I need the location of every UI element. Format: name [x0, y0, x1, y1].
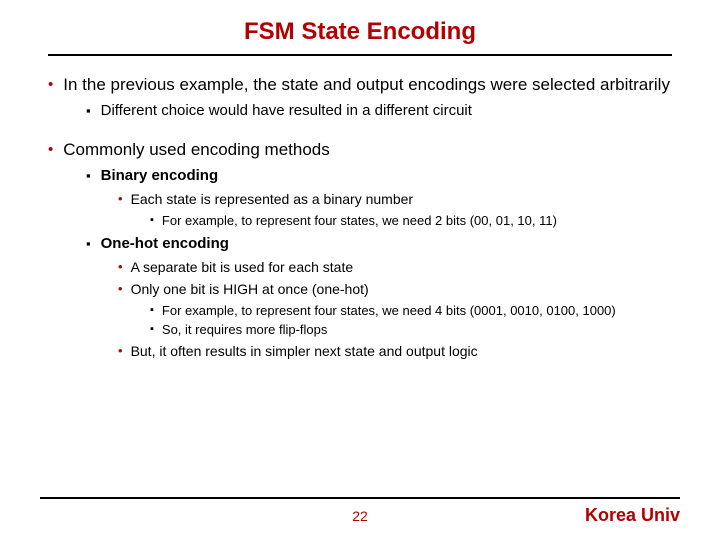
bullet-icon: •: [48, 74, 53, 97]
list-item: • In the previous example, the state and…: [48, 74, 680, 97]
list-item: ▪ For example, to represent four states,…: [150, 302, 680, 320]
list-item: ▪ Different choice would have resulted i…: [86, 101, 680, 121]
slide-title: FSM State Encoding: [40, 18, 680, 46]
bullet-icon: ▪: [150, 321, 154, 339]
bullet-text: But, it often results in simpler next st…: [131, 342, 680, 361]
bullet-icon: •: [118, 258, 123, 277]
bullet-text: One-hot encoding: [101, 234, 680, 254]
bullet-text: Commonly used encoding methods: [63, 139, 680, 162]
bullet-text: For example, to represent four states, w…: [162, 212, 680, 230]
bullet-text: Only one bit is HIGH at once (one-hot): [131, 280, 680, 299]
slide: FSM State Encoding • In the previous exa…: [0, 0, 720, 540]
list-item: • Only one bit is HIGH at once (one-hot): [118, 280, 680, 299]
footer-row: 22 Korea Univ: [40, 505, 680, 526]
bullet-icon: •: [118, 280, 123, 299]
list-item: ▪ Binary encoding: [86, 166, 680, 186]
bullet-icon: ▪: [150, 212, 154, 230]
list-item: • But, it often results in simpler next …: [118, 342, 680, 361]
list-item: • A separate bit is used for each state: [118, 258, 680, 277]
bullet-text: In the previous example, the state and o…: [63, 74, 680, 97]
bullet-text: For example, to represent four states, w…: [162, 302, 680, 320]
divider-bottom: [40, 497, 680, 499]
page-number: 22: [352, 508, 368, 524]
list-item: ▪ So, it requires more flip-flops: [150, 321, 680, 339]
slide-content: • In the previous example, the state and…: [40, 74, 680, 361]
bullet-icon: •: [118, 342, 123, 361]
brand-label: Korea Univ: [585, 505, 680, 526]
bullet-icon: ▪: [86, 234, 91, 254]
list-item: ▪ For example, to represent four states,…: [150, 212, 680, 230]
bullet-icon: •: [48, 139, 53, 162]
bullet-icon: ▪: [150, 302, 154, 320]
bullet-text: Different choice would have resulted in …: [101, 101, 680, 121]
list-item: • Each state is represented as a binary …: [118, 190, 680, 209]
bullet-text: Each state is represented as a binary nu…: [131, 190, 680, 209]
list-item: ▪ One-hot encoding: [86, 234, 680, 254]
bullet-icon: ▪: [86, 101, 91, 121]
bullet-icon: ▪: [86, 166, 91, 186]
bullet-text: A separate bit is used for each state: [131, 258, 680, 277]
list-item: • Commonly used encoding methods: [48, 139, 680, 162]
divider-top: [48, 54, 672, 56]
bullet-icon: •: [118, 190, 123, 209]
slide-footer: 22 Korea Univ: [40, 497, 680, 526]
bullet-text: Binary encoding: [101, 166, 680, 186]
bullet-text: So, it requires more flip-flops: [162, 321, 680, 339]
